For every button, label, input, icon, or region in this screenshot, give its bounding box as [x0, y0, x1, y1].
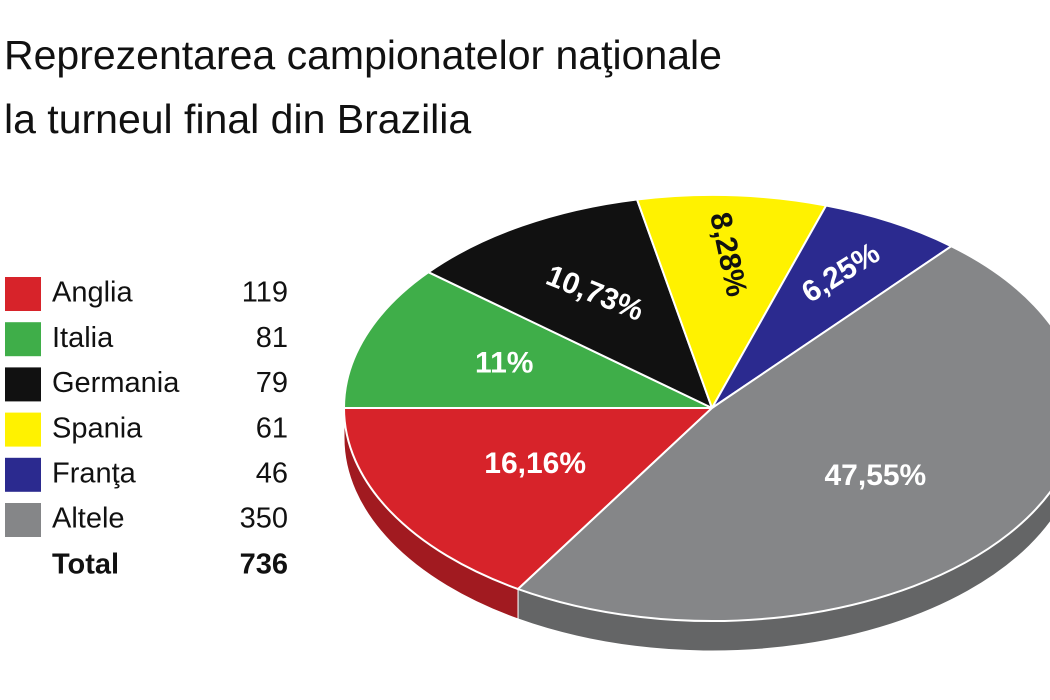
pie-slice [635, 194, 828, 411]
pie-slice [711, 204, 954, 409]
legend-swatch [5, 322, 41, 357]
legend-count: 46 [256, 457, 288, 489]
legend-swatch [5, 412, 41, 447]
legend-swatch [5, 367, 41, 402]
legend-label: Franţa [52, 457, 137, 489]
pie-slice [426, 198, 714, 410]
pie-slice [342, 406, 715, 591]
legend-count: 119 [242, 277, 288, 309]
chart-title: Reprezentarea campionatelor naţionale [4, 32, 722, 78]
chart-title: la turneul final din Brazilia [4, 96, 471, 142]
legend-count: 350 [240, 503, 288, 535]
pie-slice [342, 271, 713, 410]
legend-count: 79 [256, 367, 288, 399]
pie-slice [516, 245, 1050, 622]
data-label: 11% [475, 347, 533, 380]
legend-label: Germania [52, 367, 180, 399]
legend-label: Anglia [52, 277, 133, 309]
total-value: 736 [240, 549, 288, 581]
legend-label: Italia [52, 322, 114, 354]
legend-swatch [5, 457, 41, 492]
legend-count: 81 [256, 322, 288, 354]
total-label: Total [52, 549, 119, 581]
legend-swatch [5, 277, 41, 311]
data-label: 16,16% [484, 447, 586, 480]
data-label: 47,55% [824, 459, 926, 492]
legend-label: Spania [52, 412, 143, 444]
legend-count: 61 [256, 412, 288, 444]
legend-label: Altele [52, 503, 125, 535]
legend-swatch [5, 503, 41, 537]
